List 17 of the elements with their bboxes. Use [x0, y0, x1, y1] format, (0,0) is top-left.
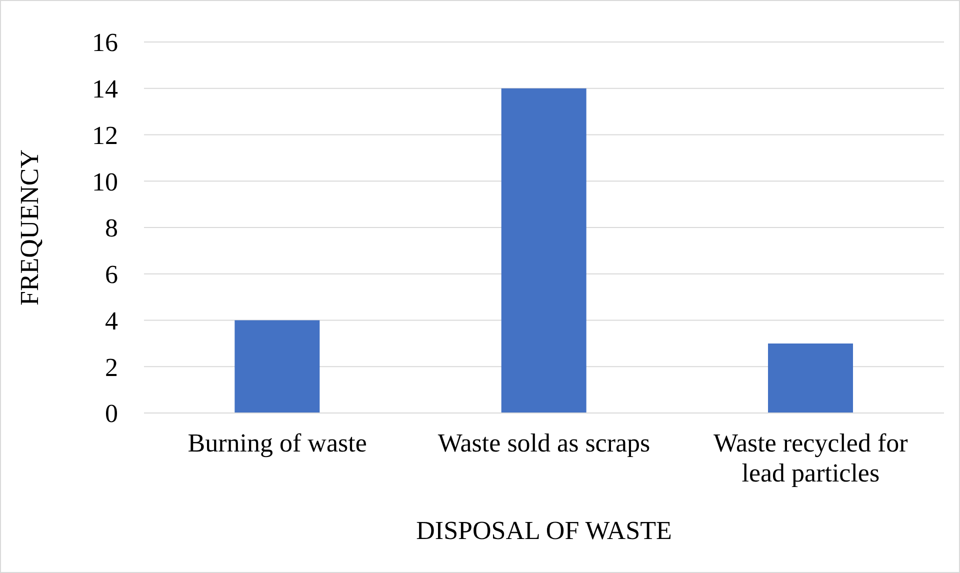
x-axis-title: DISPOSAL OF WASTE — [416, 516, 672, 545]
y-tick-label: 10 — [92, 167, 118, 196]
x-tick-label: Waste recycled for lead particles — [714, 428, 908, 488]
x-tick-label: Burning of waste — [188, 428, 367, 458]
y-tick-label: 6 — [105, 260, 118, 290]
bar — [234, 320, 320, 413]
y-tick-label: 4 — [105, 306, 118, 336]
y-tick-label: 12 — [92, 120, 118, 150]
y-tick-label: 0 — [105, 399, 118, 428]
y-tick-label: 14 — [92, 74, 118, 104]
bar — [501, 88, 586, 413]
y-tick-label: 2 — [105, 352, 118, 382]
bar — [768, 343, 853, 413]
y-axis-title: FREQUENCY — [15, 149, 44, 306]
x-tick-label: Waste sold as scraps — [438, 428, 650, 458]
y-tick-label: 16 — [92, 28, 118, 58]
y-tick-label: 8 — [105, 214, 118, 243]
